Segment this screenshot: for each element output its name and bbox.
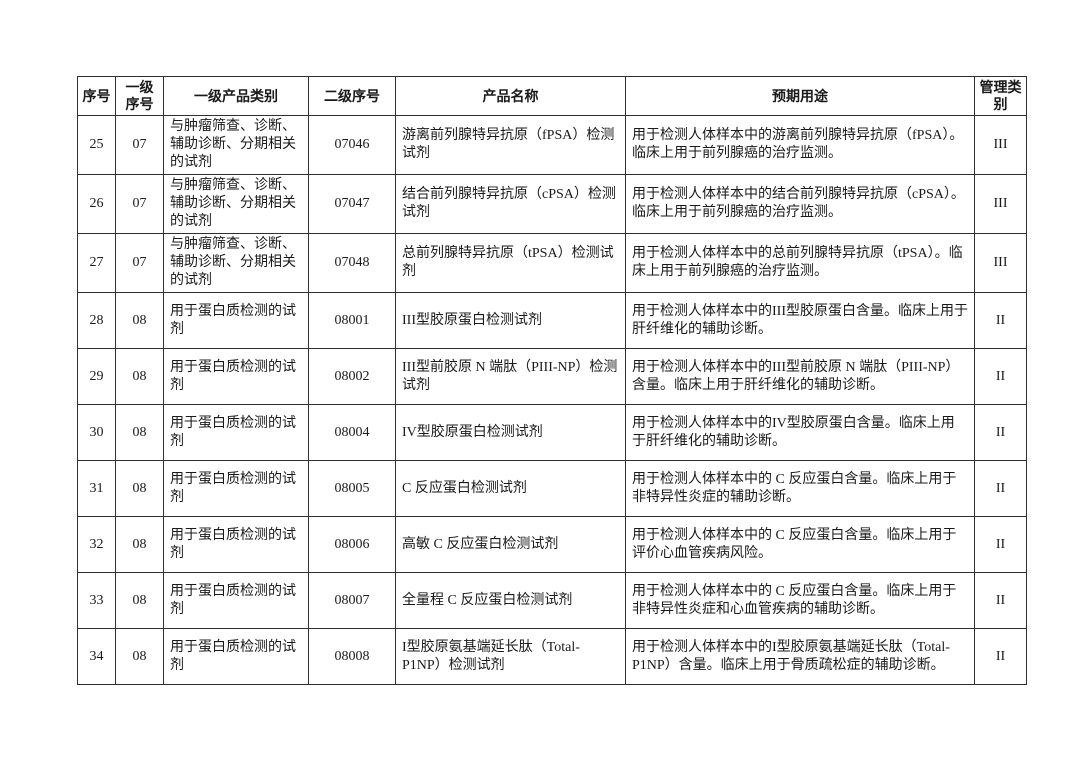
cell-level1-category: 与肿瘤筛查、诊断、辅助诊断、分期相关的试剂 — [163, 233, 309, 293]
column-header-product-name: 产品名称 — [395, 76, 626, 116]
table-row: 31 08 用于蛋白质检测的试剂 08005 C 反应蛋白检测试剂 用于检测人体… — [77, 460, 1027, 517]
cell-no: 31 — [77, 460, 116, 517]
cell-level2-no: 07047 — [308, 174, 396, 234]
cell-product-name: IV型胶原蛋白检测试剂 — [395, 404, 626, 461]
table-row: 29 08 用于蛋白质检测的试剂 08002 III型前胶原 N 端肽（PIII… — [77, 348, 1027, 405]
cell-level1-category: 用于蛋白质检测的试剂 — [163, 628, 309, 685]
cell-level2-no: 08001 — [308, 292, 396, 349]
cell-level1-category: 用于蛋白质检测的试剂 — [163, 460, 309, 517]
cell-intended-use: 用于检测人体样本中的I型胶原氨基端延长肽（Total-P1NP）含量。临床上用于… — [625, 628, 975, 685]
cell-no: 32 — [77, 516, 116, 573]
cell-no: 27 — [77, 233, 116, 293]
column-header-intended-use: 预期用途 — [625, 76, 975, 116]
table-row: 34 08 用于蛋白质检测的试剂 08008 I型胶原氨基端延长肽（Total-… — [77, 628, 1027, 685]
table-row: 32 08 用于蛋白质检测的试剂 08006 高敏 C 反应蛋白检测试剂 用于检… — [77, 516, 1027, 573]
table-row: 30 08 用于蛋白质检测的试剂 08004 IV型胶原蛋白检测试剂 用于检测人… — [77, 404, 1027, 461]
column-header-no: 序号 — [77, 76, 116, 116]
cell-level2-no: 08005 — [308, 460, 396, 517]
cell-product-name: III型胶原蛋白检测试剂 — [395, 292, 626, 349]
cell-no: 28 — [77, 292, 116, 349]
cell-product-name: 全量程 C 反应蛋白检测试剂 — [395, 572, 626, 629]
cell-mgmt-class: II — [974, 404, 1027, 461]
cell-level1-category: 用于蛋白质检测的试剂 — [163, 404, 309, 461]
cell-product-name: 总前列腺特异抗原（tPSA）检测试剂 — [395, 233, 626, 293]
cell-mgmt-class: II — [974, 460, 1027, 517]
cell-no: 33 — [77, 572, 116, 629]
cell-level1-no: 08 — [115, 572, 164, 629]
cell-product-name: 高敏 C 反应蛋白检测试剂 — [395, 516, 626, 573]
cell-level1-category: 与肿瘤筛查、诊断、辅助诊断、分期相关的试剂 — [163, 174, 309, 234]
cell-product-name: I型胶原氨基端延长肽（Total-P1NP）检测试剂 — [395, 628, 626, 685]
cell-level1-no: 08 — [115, 404, 164, 461]
cell-mgmt-class: II — [974, 572, 1027, 629]
cell-intended-use: 用于检测人体样本中的IV型胶原蛋白含量。临床上用于肝纤维化的辅助诊断。 — [625, 404, 975, 461]
cell-no: 29 — [77, 348, 116, 405]
cell-mgmt-class: II — [974, 516, 1027, 573]
column-header-level2-no: 二级序号 — [308, 76, 396, 116]
cell-mgmt-class: II — [974, 292, 1027, 349]
cell-product-name: 结合前列腺特异抗原（cPSA）检测试剂 — [395, 174, 626, 234]
cell-intended-use: 用于检测人体样本中的游离前列腺特异抗原（fPSA）。临床上用于前列腺癌的治疗监测… — [625, 115, 975, 175]
cell-product-name: C 反应蛋白检测试剂 — [395, 460, 626, 517]
cell-product-name: 游离前列腺特异抗原（fPSA）检测试剂 — [395, 115, 626, 175]
cell-level1-no: 08 — [115, 348, 164, 405]
cell-level1-no: 08 — [115, 460, 164, 517]
column-header-level1-no: 一级序号 — [115, 76, 164, 116]
cell-level2-no: 08006 — [308, 516, 396, 573]
cell-mgmt-class: II — [974, 348, 1027, 405]
table-row: 27 07 与肿瘤筛查、诊断、辅助诊断、分期相关的试剂 07048 总前列腺特异… — [77, 233, 1027, 293]
cell-level1-no: 08 — [115, 516, 164, 573]
table-row: 33 08 用于蛋白质检测的试剂 08007 全量程 C 反应蛋白检测试剂 用于… — [77, 572, 1027, 629]
cell-intended-use: 用于检测人体样本中的 C 反应蛋白含量。临床上用于评价心血管疾病风险。 — [625, 516, 975, 573]
cell-mgmt-class: III — [974, 233, 1027, 293]
cell-level1-category: 用于蛋白质检测的试剂 — [163, 348, 309, 405]
column-header-mgmt-class: 管理类别 — [974, 76, 1027, 116]
cell-level1-no: 07 — [115, 115, 164, 175]
cell-intended-use: 用于检测人体样本中的 C 反应蛋白含量。临床上用于非特异性炎症和心血管疾病的辅助… — [625, 572, 975, 629]
cell-level1-category: 用于蛋白质检测的试剂 — [163, 292, 309, 349]
cell-intended-use: 用于检测人体样本中的III型前胶原 N 端肽（PIII-NP）含量。临床上用于肝… — [625, 348, 975, 405]
cell-no: 26 — [77, 174, 116, 234]
cell-no: 34 — [77, 628, 116, 685]
column-header-level1-category: 一级产品类别 — [163, 76, 309, 116]
cell-level1-no: 07 — [115, 233, 164, 293]
cell-mgmt-class: III — [974, 115, 1027, 175]
cell-level1-no: 08 — [115, 292, 164, 349]
cell-mgmt-class: III — [974, 174, 1027, 234]
cell-no: 30 — [77, 404, 116, 461]
cell-intended-use: 用于检测人体样本中的总前列腺特异抗原（tPSA）。临床上用于前列腺癌的治疗监测。 — [625, 233, 975, 293]
cell-mgmt-class: II — [974, 628, 1027, 685]
header-row: 序号 一级序号 一级产品类别 二级序号 产品名称 预期用途 管理类别 — [77, 76, 1027, 116]
cell-intended-use: 用于检测人体样本中的结合前列腺特异抗原（cPSA）。临床上用于前列腺癌的治疗监测… — [625, 174, 975, 234]
cell-level1-category: 用于蛋白质检测的试剂 — [163, 572, 309, 629]
product-classification-table: 序号 一级序号 一级产品类别 二级序号 产品名称 预期用途 管理类别 25 07… — [77, 76, 1027, 685]
cell-level1-category: 与肿瘤筛查、诊断、辅助诊断、分期相关的试剂 — [163, 115, 309, 175]
table-row: 25 07 与肿瘤筛查、诊断、辅助诊断、分期相关的试剂 07046 游离前列腺特… — [77, 115, 1027, 175]
cell-level2-no: 08002 — [308, 348, 396, 405]
cell-level2-no: 08004 — [308, 404, 396, 461]
cell-level1-no: 07 — [115, 174, 164, 234]
cell-level2-no: 08008 — [308, 628, 396, 685]
cell-level1-category: 用于蛋白质检测的试剂 — [163, 516, 309, 573]
cell-intended-use: 用于检测人体样本中的III型胶原蛋白含量。临床上用于肝纤维化的辅助诊断。 — [625, 292, 975, 349]
table-row: 26 07 与肿瘤筛查、诊断、辅助诊断、分期相关的试剂 07047 结合前列腺特… — [77, 174, 1027, 234]
cell-level2-no: 07048 — [308, 233, 396, 293]
cell-no: 25 — [77, 115, 116, 175]
cell-level1-no: 08 — [115, 628, 164, 685]
cell-level2-no: 07046 — [308, 115, 396, 175]
cell-level2-no: 08007 — [308, 572, 396, 629]
table-row: 28 08 用于蛋白质检测的试剂 08001 III型胶原蛋白检测试剂 用于检测… — [77, 292, 1027, 349]
cell-intended-use: 用于检测人体样本中的 C 反应蛋白含量。临床上用于非特异性炎症的辅助诊断。 — [625, 460, 975, 517]
cell-product-name: III型前胶原 N 端肽（PIII-NP）检测试剂 — [395, 348, 626, 405]
